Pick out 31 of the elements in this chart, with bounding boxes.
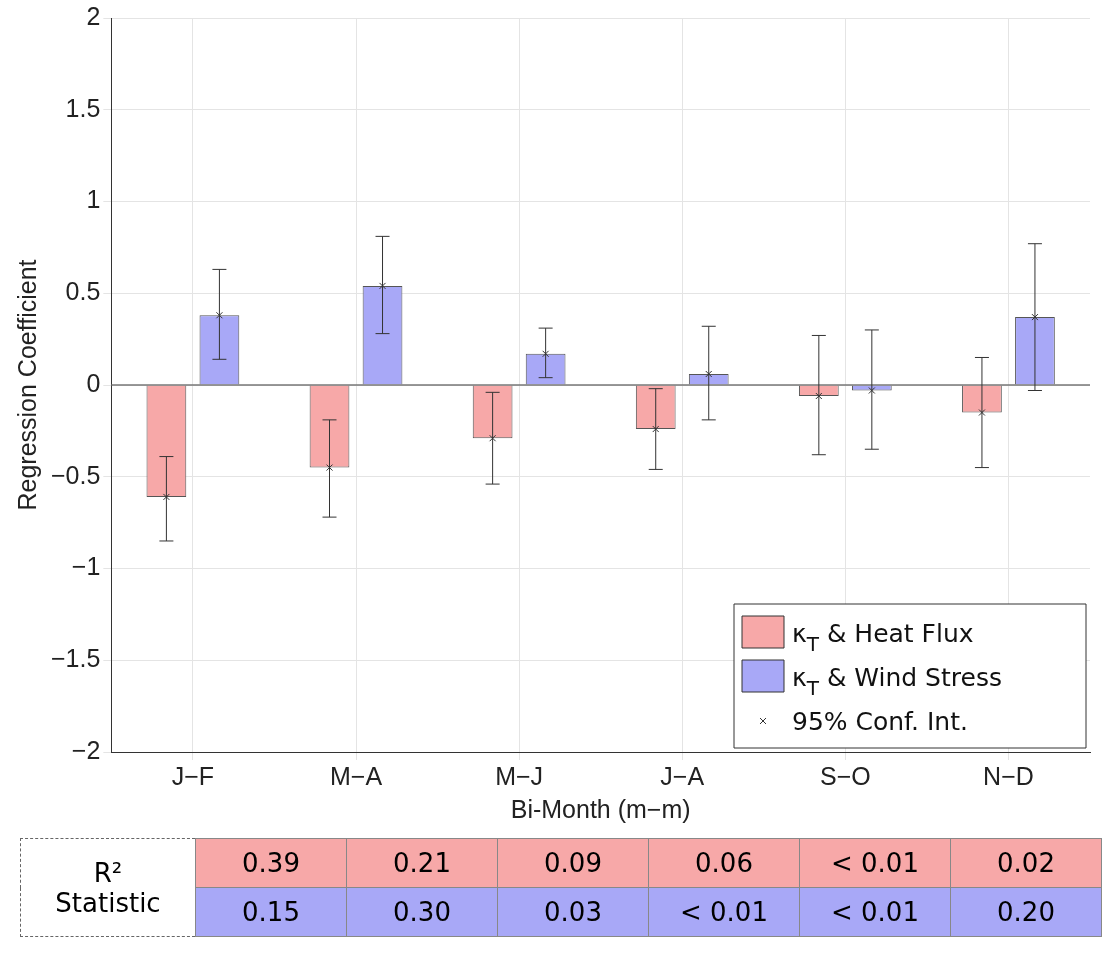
y-tick-label: 0.5 [65, 277, 101, 306]
x-tick-label: M−A [329, 761, 383, 790]
x-tick-label: J−F [171, 761, 215, 790]
text: 0.03 [497, 887, 649, 937]
y-tick-label: −2 [71, 735, 101, 764]
y-tick-label: 0 [86, 368, 101, 397]
y-tick-label: 1 [86, 185, 101, 214]
text: R² Statistic [20, 838, 196, 937]
text: 0.09 [497, 838, 649, 888]
x-tick-label: N−D [983, 761, 1034, 790]
y-tick-label: 2 [86, 1, 101, 30]
y-tick-label: 1.5 [65, 93, 101, 122]
y-tick-label: −0.5 [50, 460, 101, 489]
text: 0.15 [195, 887, 347, 937]
text: < 0.01 [648, 887, 800, 937]
x-tick-label: M−J [495, 761, 544, 790]
y-tick-label: −1 [71, 552, 101, 581]
x-tick-label: J−A [660, 761, 705, 790]
text: < 0.01 [799, 838, 951, 888]
text: 0.30 [346, 887, 498, 937]
x-axis-title: Bi-Month (m−m) [510, 794, 691, 823]
text: 0.02 [950, 838, 1102, 888]
text: 0.21 [346, 838, 498, 888]
text: 0.06 [648, 838, 800, 888]
y-axis-title: Regression Coefficient [12, 259, 41, 511]
text: < 0.01 [799, 887, 951, 937]
text: 0.39 [195, 838, 347, 888]
x-tick-label: S−O [819, 761, 871, 790]
legend-label: 95% Conf. Int. [792, 707, 968, 736]
y-tick-label: −1.5 [50, 644, 101, 673]
text: 0.20 [950, 887, 1102, 937]
